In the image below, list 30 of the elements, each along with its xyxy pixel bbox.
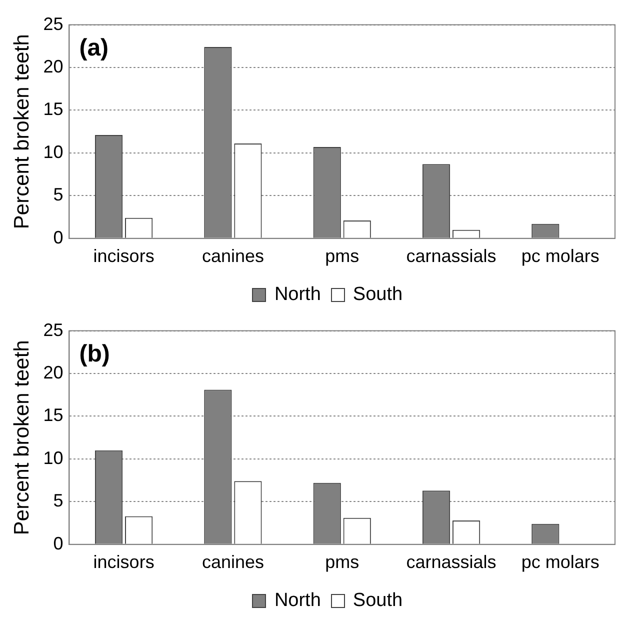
text: South bbox=[352, 284, 403, 306]
y-tick-label: 20 bbox=[43, 362, 64, 382]
y-tick-label: 5 bbox=[53, 490, 64, 511]
y-tick-label: 25 bbox=[43, 14, 64, 34]
x-tick-label: carnassials bbox=[406, 552, 496, 572]
x-tick-label: incisors bbox=[93, 552, 154, 572]
annotation: (b) bbox=[79, 340, 110, 368]
x-tick-label: pc molars bbox=[521, 246, 600, 266]
x-tick-label: canines bbox=[202, 552, 264, 572]
y-tick-label: 0 bbox=[53, 533, 64, 554]
x-tick-label: pms bbox=[325, 552, 360, 572]
x-tick-label: incisors bbox=[93, 246, 154, 266]
x-tick-label: pc molars bbox=[521, 552, 600, 572]
y-axis-title: Percent broken teeth bbox=[10, 340, 34, 536]
legend-label: North bbox=[274, 590, 321, 612]
y-axis-title: Percent broken teeth bbox=[10, 34, 34, 230]
y-tick-label: 5 bbox=[53, 184, 64, 205]
y-tick-label: 15 bbox=[43, 99, 64, 120]
y-tick-label: 10 bbox=[43, 448, 64, 468]
y-tick-label: 15 bbox=[43, 405, 64, 426]
x-tick-label: canines bbox=[202, 246, 264, 266]
y-tick-label: 25 bbox=[43, 320, 64, 340]
text: South bbox=[352, 590, 403, 612]
legend-label: North bbox=[274, 284, 321, 306]
y-tick-label: 0 bbox=[53, 227, 64, 248]
y-tick-label: 20 bbox=[43, 56, 64, 76]
x-tick-label: carnassials bbox=[406, 246, 496, 266]
annotation: (a) bbox=[79, 34, 109, 62]
x-tick-label: pms bbox=[325, 246, 360, 266]
y-tick-label: 10 bbox=[43, 142, 64, 162]
